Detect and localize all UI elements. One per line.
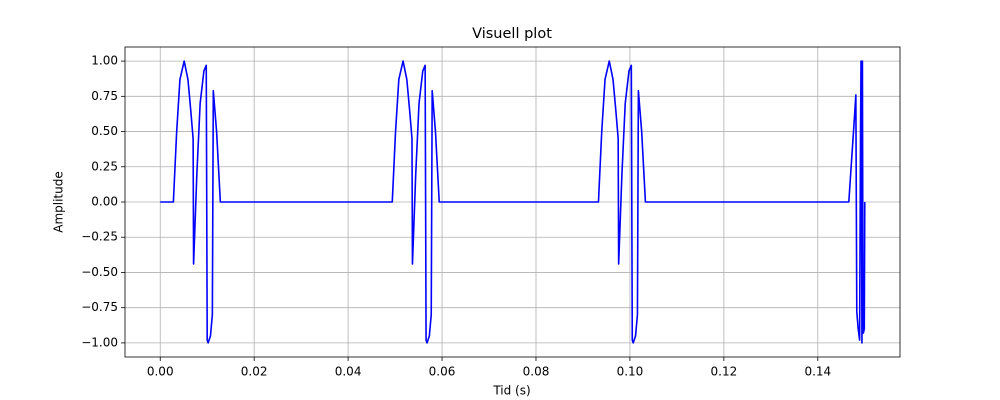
y-tick-label: −0.50 [81,265,118,279]
y-tick-label: 0.00 [91,195,118,209]
y-tick-label: 0.50 [91,124,118,138]
x-tick-label: 0.02 [241,365,268,379]
x-tick-label: 0.04 [335,365,362,379]
y-tick-label: 1.00 [91,54,118,68]
y-tick-label: 0.25 [91,159,118,173]
x-tick-label: 0.00 [147,365,174,379]
y-tick-label: 0.75 [91,89,118,103]
x-tick-label: 0.10 [617,365,644,379]
y-tick-label: −0.25 [81,230,118,244]
x-axis-label: Tid (s) [492,384,530,398]
y-axis-label: Amplitude [52,171,66,233]
x-tick-label: 0.14 [804,365,831,379]
x-tick-label: 0.08 [523,365,550,379]
data-line [160,60,866,344]
x-tick-label: 0.06 [429,365,456,379]
y-tick-label: −0.75 [81,300,118,314]
chart-title: Visuell plot [472,26,552,42]
x-tick-label: 0.12 [711,365,738,379]
y-tick-label: −1.00 [81,335,118,349]
axes-frame [124,46,901,358]
